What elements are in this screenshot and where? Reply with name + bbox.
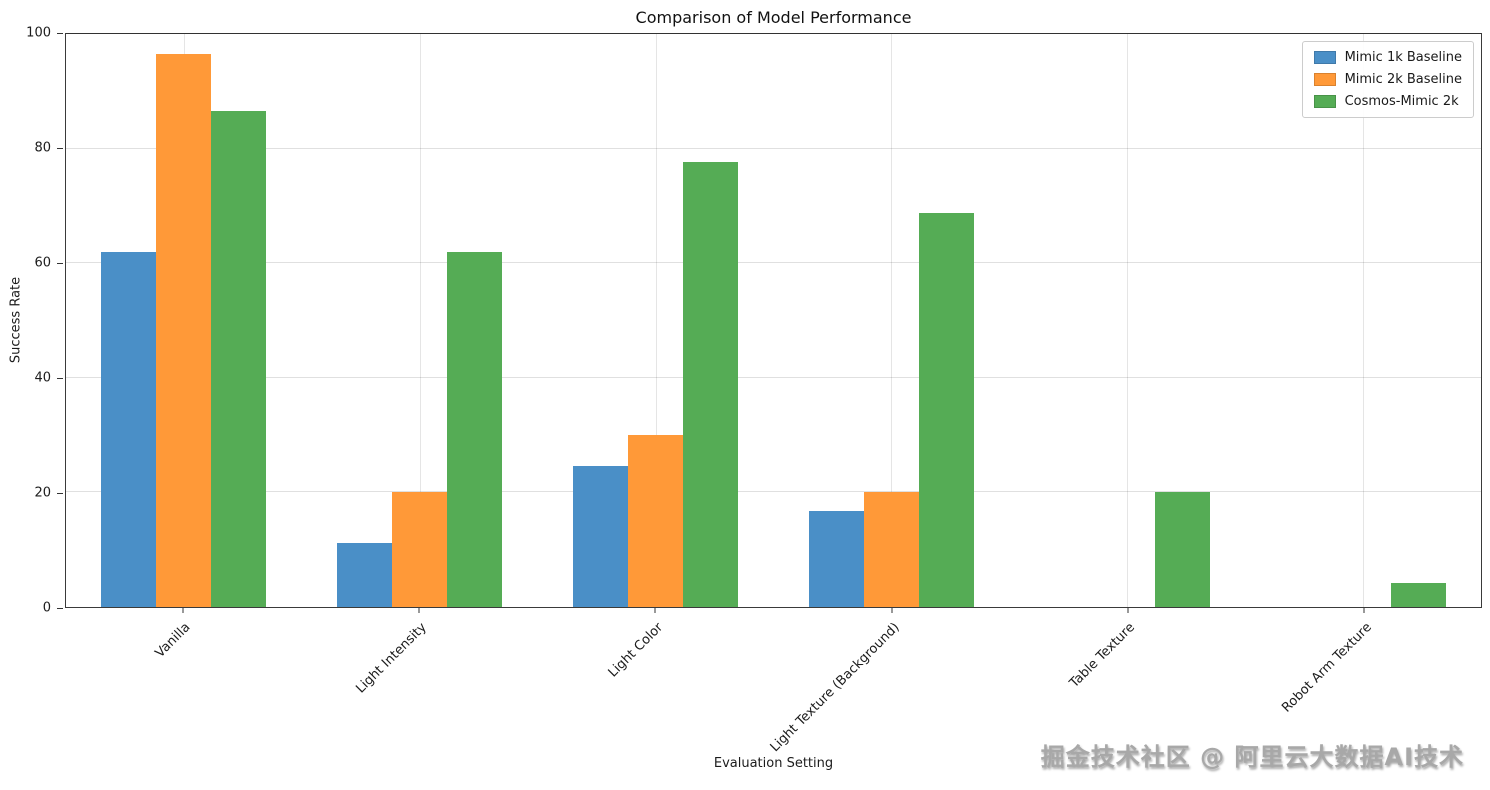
- x-tick-label: Robot Arm Texture: [1278, 620, 1375, 716]
- x-axis-label: Evaluation Setting: [713, 756, 834, 771]
- x-tick-label: Light Color: [605, 620, 667, 681]
- legend-swatch: [1313, 73, 1336, 86]
- legend-item: Mimic 2k Baseline: [1313, 72, 1462, 87]
- y-tick-mark: [57, 492, 63, 494]
- x-tick-mark: [182, 608, 184, 613]
- x-tick-label: Light Texture (Background): [767, 620, 903, 756]
- y-tick-label: 100: [26, 25, 51, 41]
- bar: [1390, 582, 1446, 607]
- x-tick-mark: [654, 608, 656, 613]
- y-tick-label: 60: [34, 255, 51, 271]
- x-tick-label: Vanilla: [152, 620, 194, 661]
- bar: [683, 162, 739, 607]
- x-axis-ticks: Vanilla Light Intensity Light Color Light T…: [65, 608, 1482, 755]
- legend-swatch: [1313, 95, 1336, 108]
- bar: [337, 543, 393, 607]
- y-tick-label: 20: [34, 485, 51, 501]
- x-tick-label: Table Texture: [1067, 620, 1139, 691]
- y-tick-mark: [57, 262, 63, 264]
- legend-item: Mimic 1k Baseline: [1313, 50, 1462, 65]
- v-gridline: [1363, 34, 1365, 607]
- y-tick-mark: [57, 147, 63, 149]
- watermark: 掘金技术社区 @ 阿里云大数据AI技术: [1040, 743, 1464, 771]
- h-gridline: [66, 147, 1481, 149]
- legend-swatch: [1313, 51, 1336, 64]
- bar: [573, 466, 629, 607]
- x-tick-mark: [1127, 608, 1129, 613]
- chart-title: Comparison of Model Performance: [635, 8, 912, 27]
- y-tick-mark: [57, 377, 63, 379]
- x-tick-mark: [1363, 608, 1365, 613]
- h-gridline: [66, 491, 1481, 493]
- y-tick-label: 0: [42, 600, 51, 616]
- bar: [156, 54, 212, 607]
- bar: [918, 212, 974, 607]
- bar: [863, 492, 919, 607]
- y-tick-label: 40: [34, 370, 51, 386]
- bar: [447, 251, 503, 607]
- y-tick-mark: [57, 32, 63, 34]
- v-gridline: [1127, 34, 1129, 607]
- h-gridline: [66, 33, 1481, 34]
- legend-item: Cosmos-Mimic 2k: [1313, 94, 1462, 109]
- bar: [392, 492, 448, 607]
- x-tick-label: Light Intensity: [353, 620, 430, 697]
- x-tick-mark: [891, 608, 893, 613]
- y-axis-ticks: 0 20 40 60 80 100: [0, 26, 63, 616]
- legend-label: Cosmos-Mimic 2k: [1344, 94, 1459, 109]
- bar: [1154, 492, 1210, 607]
- bar: [211, 111, 267, 607]
- y-tick-label: 80: [34, 140, 51, 156]
- legend-label: Mimic 1k Baseline: [1344, 50, 1462, 65]
- plot-area: Mimic 1k Baseline Mimic 2k Baseline Cosmos…: [65, 33, 1482, 608]
- y-tick-mark: [57, 607, 63, 609]
- h-gridline: [66, 376, 1481, 378]
- h-gridline: [66, 262, 1481, 264]
- bar: [628, 435, 684, 607]
- v-gridline: [891, 34, 893, 607]
- bar: [101, 251, 157, 607]
- legend: Mimic 1k Baseline Mimic 2k Baseline Cosmos…: [1301, 41, 1474, 118]
- bar: [808, 511, 864, 607]
- legend-label: Mimic 2k Baseline: [1344, 72, 1462, 87]
- v-gridline: [419, 34, 421, 607]
- v-gridline: [655, 34, 657, 607]
- x-tick-mark: [418, 608, 420, 613]
